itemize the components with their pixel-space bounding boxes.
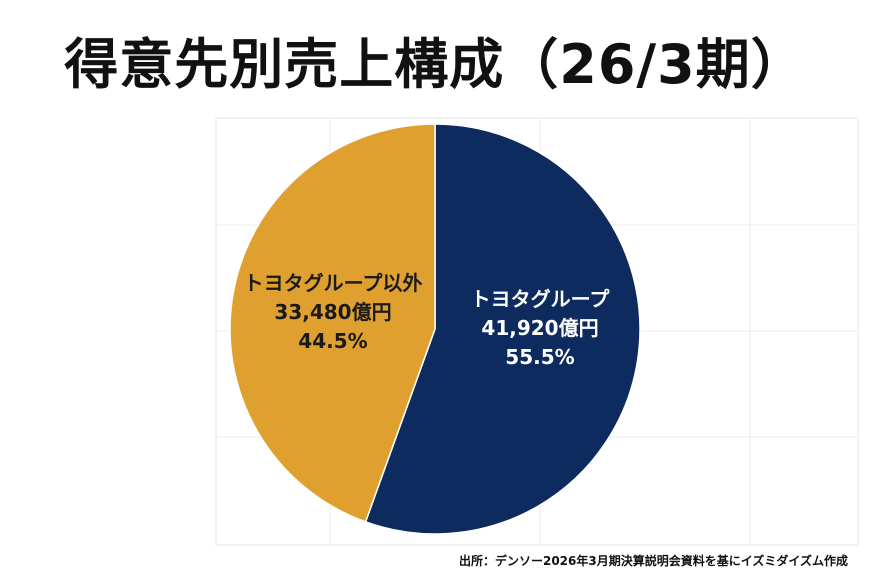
pie-slice-non-toyota-group: [229, 123, 436, 523]
slice-amount-label: 41,920億円: [481, 316, 598, 340]
pie-slices: [229, 123, 641, 535]
slice-name-label: トヨタグループ: [471, 287, 611, 311]
slice-name-label: トヨタグループ以外: [244, 271, 423, 295]
pie-slice-toyota-group: [364, 123, 641, 535]
slice-amount-label: 33,480億円: [274, 300, 391, 324]
source-note: 出所：デンソー2026年3月期決算説明会資料を基にイズミダイズム作成: [458, 554, 848, 568]
slice-percent-label: 55.5%: [505, 345, 574, 369]
chart-title: 得意先別売上構成（26/3期）: [64, 33, 806, 96]
pie-labels: トヨタグループ 41,920億円 55.5% トヨタグループ以外 33,480億円 44.…: [244, 271, 611, 369]
slice-percent-label: 44.5%: [298, 329, 367, 353]
